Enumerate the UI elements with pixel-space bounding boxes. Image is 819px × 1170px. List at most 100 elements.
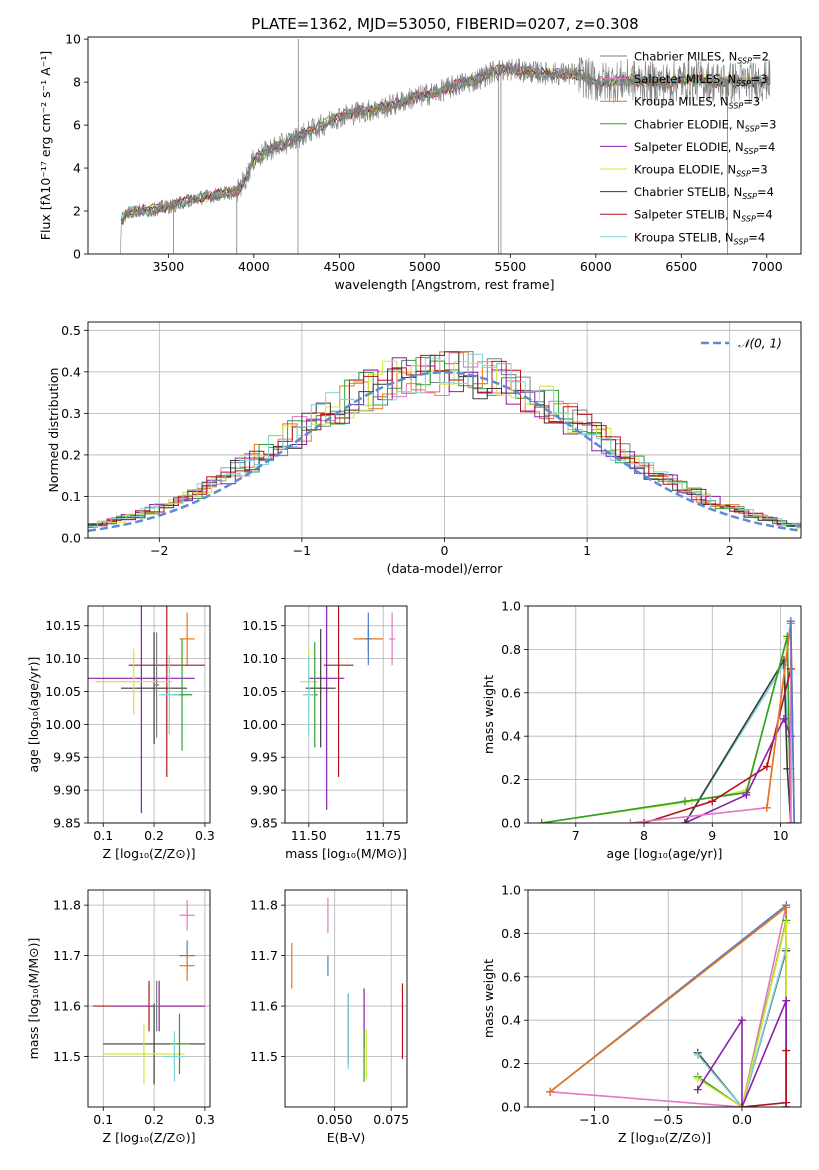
legend-label-sub: SSP [741,215,756,224]
age-vs-mass-xtick-label: 11.50 [291,828,327,843]
age-vs-z-ytick-label: 9.95 [53,750,81,765]
age-vs-z-xtick-label: 0.3 [195,828,215,843]
legend-label: Kroupa STELIB, NSSP=4 [634,230,765,246]
weight-vs-age-marker [626,819,635,823]
legend-label-sub: SSP [736,79,751,88]
age-vs-mass-plot [299,606,396,810]
spectrum-xtick-label: 4500 [323,259,355,274]
weight-vs-z-ytick-label: 1.0 [501,883,521,898]
spectrum-xtick-label: 5500 [494,259,526,274]
weight-vs-age-marker [779,714,788,723]
weight-vs-z-marker [546,1087,555,1096]
weight-vs-z-marker [782,1046,791,1055]
residual-hist-chabrier_stelib [88,351,801,529]
legend-label-main: Kroupa STELIB, N [634,230,734,244]
spectrum-ylabel: Flux [fλ10⁻¹⁷ erg cm⁻² s⁻¹ A⁻¹] [38,51,53,240]
age-vs-mass-ytick-label: 10.05 [242,684,278,699]
legend-label-suffix: =3 [743,95,760,109]
legend-label-suffix: =4 [758,140,775,154]
weight-vs-age-ytick-label: 0.6 [501,685,521,700]
weight-vs-age-xtick-label: 10 [773,828,789,843]
weight-vs-age-marker [680,819,689,823]
weight-vs-z-xtick-label: −0.5 [653,1112,683,1127]
weight-vs-z-marker [737,1016,746,1025]
spectrum-plot [120,39,771,254]
legend-label: Chabrier MILES, NSSP=2 [634,50,769,66]
weight-vs-z-ytick-label: 0.0 [501,1100,521,1115]
age-vs-z-xlabel: Z [log₁₀(Z/Z⊙)] [103,846,196,861]
weight-vs-z-marker [782,918,791,927]
mass-vs-ebv-ytick-label: 11.7 [250,948,278,963]
legend-label-main: Salpeter ELODIE, N [634,140,744,154]
weight-vs-age-frame [527,605,802,824]
mass-vs-ebv-panel: 0.050 0.075 11.5 11.6 11.7 11.8 E(B-V) [250,889,409,1145]
residuals-xtick-label: −1 [293,543,311,558]
spectrum-xtick-label: 5000 [409,259,441,274]
legend-label: Salpeter ELODIE, NSSP=4 [634,140,775,156]
weight-vs-age-ytick-label: 1.0 [501,599,521,614]
age-vs-mass-xtick-label: 11.75 [365,828,401,843]
legend-label-sub: SSP [744,147,759,156]
residuals-ytick-label: 0.4 [61,364,81,379]
mass-vs-ebv-xtick-label: 0.075 [373,1112,409,1127]
weight-vs-age-marker [708,797,717,806]
residuals-ytick-label: 0.0 [61,531,81,546]
weight-vs-age-ylabel: mass weight [481,675,496,754]
normal-curve [88,371,801,532]
residuals-plot [88,351,801,532]
spectrum-ytick-label: 0 [73,247,81,262]
weight-vs-age-ytick-label: 0.0 [501,816,521,831]
residuals-ytick-label: 0.5 [61,323,81,338]
spectrum-xtick-label: 4000 [238,259,270,274]
mass-vs-z-ylabel: mass [log₁₀(M/M⊙)] [26,938,41,1060]
age-vs-z-xtick-label: 0.2 [144,828,164,843]
mass-vs-z-xtick-label: 0.1 [93,1112,113,1127]
age-vs-z-ytick-label: 10.05 [45,684,81,699]
weight-vs-age-xtick-label: 8 [640,828,648,843]
spectrum-frame [87,36,802,255]
residuals-xlabel: (data-model)/error [387,561,504,576]
legend-label-main: Chabrier ELODIE, N [634,117,745,131]
residuals-ytick-label: 0.1 [61,489,81,504]
mass-vs-z-frame [87,889,211,1108]
mass-vs-z-plot [93,900,205,1085]
weight-vs-age-marker [742,790,751,799]
residuals-panel: −2 −1 0 1 2 0.0 0.1 0.2 0.3 0.4 0.5 (data-model)/er… [46,321,802,576]
legend-label-sub: SSP [742,192,757,201]
age-vs-mass-panel: 11.50 11.75 9.85 9.90 9.95 10.00 10.05 10.10 10.… [242,605,408,861]
weight-vs-age-marker [537,819,546,823]
age-vs-mass-frame [284,605,408,824]
weight-vs-z-plot [546,901,791,1107]
spectrum-ytick-label: 8 [73,75,81,90]
weight-vs-z-marker [693,1085,702,1094]
mass-vs-z-ytick-label: 11.5 [53,1049,81,1064]
age-vs-z-ytick-label: 9.90 [53,783,81,798]
age-vs-z-plot [88,606,205,814]
spectrum-data [120,56,771,254]
weight-vs-age-marker [786,617,795,626]
age-vs-z-ytick-label: 10.15 [45,618,81,633]
weight-vs-age-marker [762,803,771,812]
weight-vs-z-ytick-label: 0.4 [501,1013,521,1028]
legend-label-main: Chabrier MILES, N [634,50,737,64]
residuals-xtick-label: 1 [583,543,591,558]
legend-label-suffix: =3 [760,117,777,131]
spectrum-ytick-label: 2 [73,204,81,219]
weight-vs-z-panel: −1.0 −0.5 0.0 0.0 0.2 0.4 0.6 0.8 1.0 Z [log₁₀(Z/… [481,883,802,1145]
panels: 3500 4000 4500 5000 5500 6000 6500 70000246810w… [26,32,802,1145]
weight-vs-age-xtick-label: 7 [572,828,580,843]
weight-vs-z-marker [782,1098,791,1107]
spectrum-xtick-label: 6500 [665,259,697,274]
legend-label-sub: SSP [734,237,749,246]
weight-vs-age-ytick-label: 0.4 [501,729,521,744]
residuals-ytick-label: 0.2 [61,447,81,462]
age-vs-mass-ytick-label: 9.95 [250,750,278,765]
legend-label-suffix: =3 [751,163,768,177]
mass-vs-z-xtick-label: 0.2 [144,1112,164,1127]
residual-hist-salpeter_stelib [88,354,801,527]
mass-vs-z-ytick-label: 11.6 [53,999,81,1014]
weight-vs-age-marker [790,819,799,823]
mass-vs-ebv-ytick-label: 11.6 [250,999,278,1014]
